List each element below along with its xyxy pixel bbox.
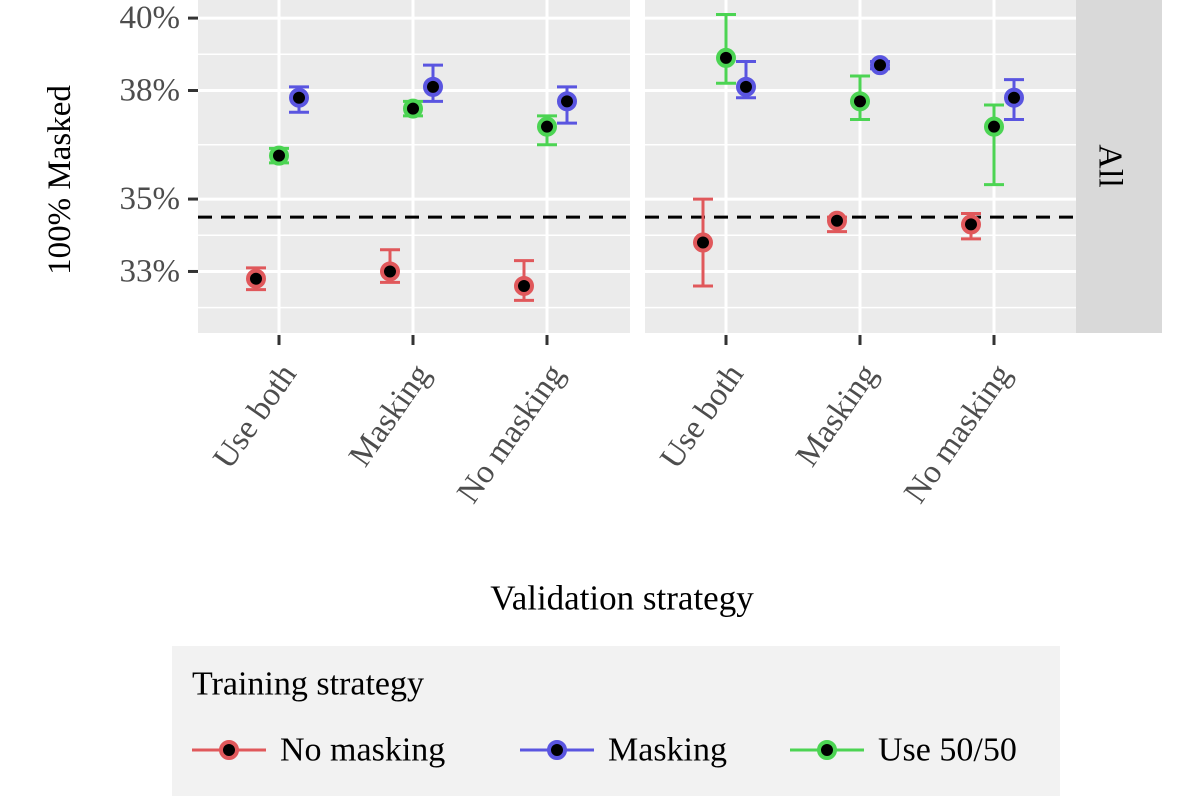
errorbar-point — [537, 114, 557, 147]
x-tick-label: No masking — [450, 358, 572, 510]
legend-label: No masking — [280, 732, 445, 769]
data-point — [423, 76, 443, 97]
data-point — [693, 232, 713, 253]
data-point — [246, 268, 266, 289]
strip-bg — [1076, 0, 1162, 333]
errorbar-point — [716, 12, 736, 85]
errorbar-point — [961, 212, 981, 241]
x-tick-label: Use both — [654, 357, 752, 475]
facet-panel-2 — [645, 0, 1076, 333]
strip-label: All — [1092, 144, 1129, 187]
panels — [198, 0, 1076, 333]
data-point — [269, 145, 289, 166]
x-axis-title: Validation strategy — [490, 579, 754, 618]
y-tick-label: 35% — [120, 181, 181, 217]
data-point — [984, 116, 1004, 137]
x-tick-label: Masking — [789, 358, 885, 473]
x-axis: Use both Masking No masking Use both Masking… — [207, 335, 1019, 510]
data-point — [514, 275, 534, 296]
errorbar-point — [514, 259, 534, 302]
errorbar-point — [827, 210, 847, 234]
data-point — [870, 55, 890, 76]
legend-key-point — [219, 740, 239, 760]
data-point — [403, 98, 423, 119]
legend-title: Training strategy — [192, 666, 424, 703]
errorbar-point — [289, 85, 309, 114]
y-axis: 33% 35% 38% 40% — [120, 0, 198, 289]
x-tick-label: Masking — [342, 358, 438, 473]
legend-key-point — [817, 740, 837, 760]
data-point — [1004, 87, 1024, 108]
errorbar-point — [246, 266, 266, 292]
errorbar-point — [693, 197, 713, 288]
errorbar-point — [850, 74, 870, 121]
legend-label: Use 50/50 — [878, 732, 1017, 769]
errorbar-point — [269, 145, 289, 166]
y-tick-label: 38% — [120, 72, 181, 108]
x-tick-label: No masking — [897, 358, 1019, 510]
data-point — [716, 47, 736, 68]
errorbar-point — [870, 55, 890, 76]
legend-entry: No masking — [192, 732, 445, 769]
y-tick-label: 33% — [120, 253, 181, 289]
data-point — [289, 87, 309, 108]
errorbar-point — [403, 98, 423, 119]
errorbar-point — [736, 60, 756, 100]
errorbar-point — [380, 248, 400, 284]
errorbar-point — [984, 103, 1004, 187]
data-point — [537, 116, 557, 137]
facet-panel-1 — [198, 0, 630, 333]
legend-bg — [172, 646, 1060, 796]
legend-label: Masking — [608, 732, 727, 769]
y-axis-title: 100% Masked — [42, 85, 78, 275]
data-point — [380, 261, 400, 282]
data-point — [736, 76, 756, 97]
errorbar-point — [423, 63, 443, 103]
legend-entry: Masking — [520, 732, 727, 769]
legend-key-point — [547, 740, 567, 760]
x-tick-label: Use both — [207, 357, 305, 475]
data-point — [961, 214, 981, 235]
errorbar-point — [557, 85, 577, 125]
data-point — [850, 91, 870, 112]
errorbar-point — [1004, 78, 1024, 121]
data-point — [827, 210, 847, 231]
facet-strip: All — [1076, 0, 1162, 333]
legend: Training strategy No masking Masking Use 5… — [172, 646, 1060, 796]
legend-entry: Use 50/50 — [790, 732, 1017, 769]
data-point — [557, 91, 577, 112]
y-tick-label: 40% — [120, 0, 181, 36]
